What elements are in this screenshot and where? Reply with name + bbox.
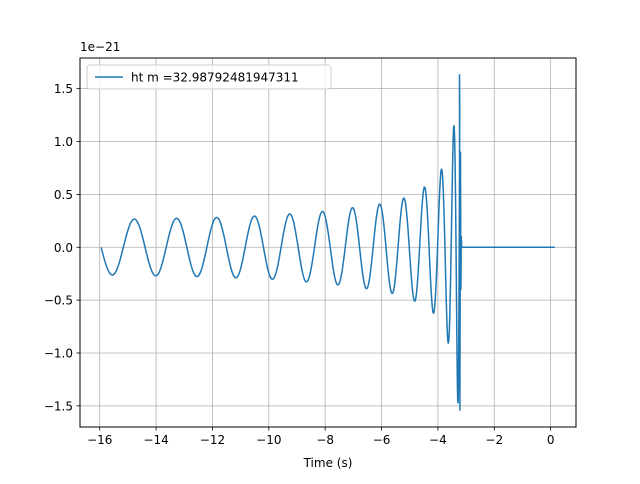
tick-layer: −16 −14 −12 −10 −8 −6 −4 −2 0 −1.5 −1.0 −0.5 0.0 0.5 1…	[44, 82, 555, 447]
x-tick-label: −10	[256, 433, 281, 447]
legend: ht m =32.98792481947311	[86, 64, 332, 90]
x-tick-label: −14	[143, 433, 168, 447]
axes-frame	[79, 57, 577, 428]
x-tick-label: 0	[547, 433, 555, 447]
x-tick-label: −6	[373, 433, 391, 447]
x-tick-label: −8	[316, 433, 334, 447]
series-layer	[100, 74, 555, 411]
y-tick-label: −0.5	[44, 294, 73, 308]
legend-label: ht m =32.98792481947311	[131, 71, 299, 85]
y-tick-label: 1.0	[54, 135, 73, 149]
x-tick-label: −2	[485, 433, 503, 447]
legend-frame	[86, 64, 332, 90]
x-axis-label: Time (s)	[303, 456, 353, 470]
grid	[80, 58, 576, 427]
series-line-ht	[100, 74, 555, 411]
y-scale-label: 1e−21	[80, 40, 120, 54]
x-tick-label: −16	[87, 433, 112, 447]
y-tick-label: −1.5	[44, 399, 73, 413]
y-tick-label: 1.5	[54, 82, 73, 96]
y-tick-label: 0.0	[54, 241, 73, 255]
x-tick-label: −12	[200, 433, 225, 447]
y-tick-label: −1.0	[44, 346, 73, 360]
x-tick-label: −4	[429, 433, 447, 447]
y-tick-label: 0.5	[54, 188, 73, 202]
